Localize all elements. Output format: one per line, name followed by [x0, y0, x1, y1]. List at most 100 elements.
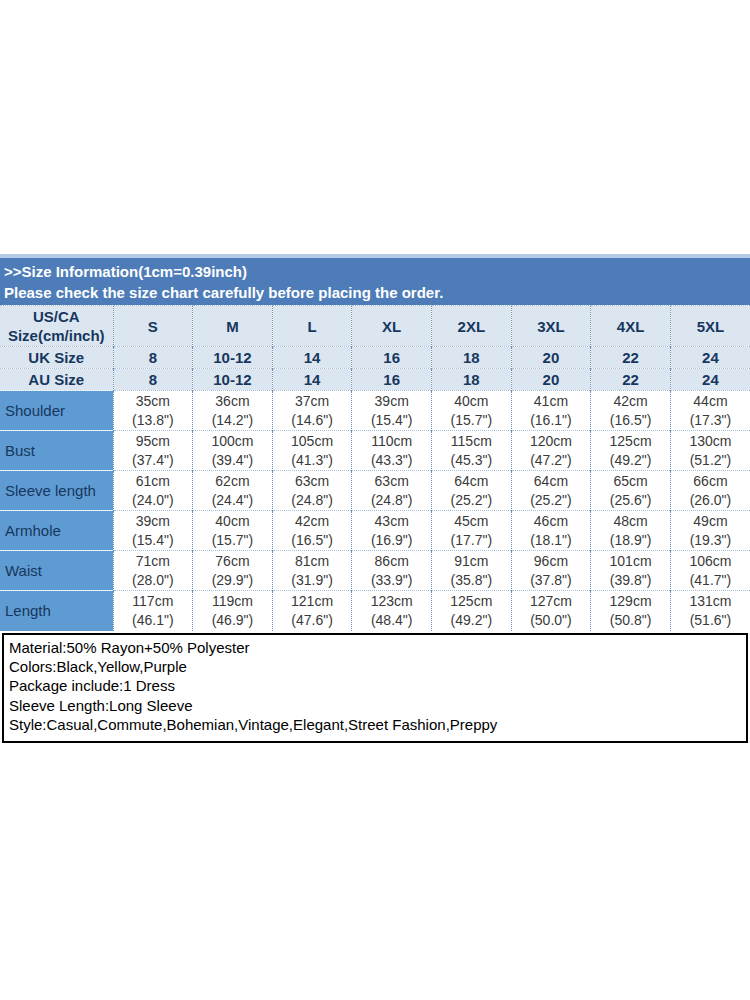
size-header-cell: XL: [352, 306, 432, 347]
measurement-cell: 121cm (47.6"): [272, 591, 352, 631]
size-header-cell: 3XL: [511, 306, 591, 347]
measurement-cell: 106cm (41.7"): [670, 551, 750, 591]
au-size-value: 20: [511, 369, 591, 391]
measurement-row-waist: Waist 71cm (28.0") 76cm (29.9") 81cm (31…: [0, 551, 750, 591]
measurement-cell: 48cm (18.9"): [591, 511, 671, 551]
measurement-row-shoulder: Shoulder 35cm (13.8") 36cm (14.2") 37cm …: [0, 391, 750, 431]
uk-size-row: UK Size 8 10-12 14 16 18 20 22 24: [0, 347, 750, 369]
measurement-cell: 64cm (25.2"): [511, 471, 591, 511]
size-header-row: US/CA Size(cm/inch) S M L XL 2XL 3XL 4XL…: [0, 306, 750, 347]
measurement-cell: 131cm (51.6"): [670, 591, 750, 631]
au-size-value: 16: [352, 369, 432, 391]
measurement-cell: 63cm (24.8"): [352, 471, 432, 511]
measurement-cell: 129cm (50.8"): [591, 591, 671, 631]
measurement-cell: 46cm (18.1"): [511, 511, 591, 551]
au-size-value: 10-12: [193, 369, 273, 391]
measurement-cell: 40cm (15.7"): [432, 391, 512, 431]
measurement-cell: 127cm (50.0"): [511, 591, 591, 631]
measurement-cell: 49cm (19.3"): [670, 511, 750, 551]
measurement-cell: 86cm (33.9"): [352, 551, 432, 591]
measurement-cell: 44cm (17.3"): [670, 391, 750, 431]
measurement-row-bust: Bust 95cm (37.4") 100cm (39.4") 105cm (4…: [0, 431, 750, 471]
size-chart-table: US/CA Size(cm/inch) S M L XL 2XL 3XL 4XL…: [0, 305, 750, 631]
uk-size-value: 16: [352, 347, 432, 369]
measurement-cell: 119cm (46.9"): [193, 591, 273, 631]
measurement-cell: 39cm (15.4"): [113, 511, 193, 551]
product-info-colors: Colors:Black,Yellow,Purple: [9, 657, 741, 676]
measurement-cell: 130cm (51.2"): [670, 431, 750, 471]
au-size-row: AU Size 8 10-12 14 16 18 20 22 24: [0, 369, 750, 391]
uk-size-value: 20: [511, 347, 591, 369]
measurement-cell: 61cm (24.0"): [113, 471, 193, 511]
uk-size-value: 8: [113, 347, 193, 369]
au-size-value: 22: [591, 369, 671, 391]
measurement-cell: 71cm (28.0"): [113, 551, 193, 591]
product-info-box: Material:50% Rayon+50% Polyester Colors:…: [2, 633, 748, 743]
measurement-cell: 36cm (14.2"): [193, 391, 273, 431]
measurement-cell: 35cm (13.8"): [113, 391, 193, 431]
size-info-page: >>Size Information(1cm=0.39inch) Please …: [0, 0, 750, 1000]
uk-size-value: 22: [591, 347, 671, 369]
measurement-cell: 45cm (17.7"): [432, 511, 512, 551]
measurement-label: Bust: [0, 431, 113, 471]
measurement-label: Armhole: [0, 511, 113, 551]
measurement-cell: 96cm (37.8"): [511, 551, 591, 591]
measurement-cell: 120cm (47.2"): [511, 431, 591, 471]
measurement-cell: 65cm (25.6"): [591, 471, 671, 511]
size-header-cell: M: [193, 306, 273, 347]
measurement-cell: 62cm (24.4"): [193, 471, 273, 511]
measurement-cell: 63cm (24.8"): [272, 471, 352, 511]
product-info-sleeve-length: Sleeve Length:Long Sleeve: [9, 696, 741, 715]
au-size-value: 14: [272, 369, 352, 391]
measurement-label: Waist: [0, 551, 113, 591]
product-info-material: Material:50% Rayon+50% Polyester: [9, 638, 741, 657]
measurement-cell: 66cm (26.0"): [670, 471, 750, 511]
size-info-header: >>Size Information(1cm=0.39inch) Please …: [0, 258, 750, 305]
corner-header-cell: US/CA Size(cm/inch): [0, 306, 113, 347]
uk-size-value: 24: [670, 347, 750, 369]
measurement-cell: 41cm (16.1"): [511, 391, 591, 431]
measurement-cell: 91cm (35.8"): [432, 551, 512, 591]
product-info-package: Package include:1 Dress: [9, 676, 741, 695]
measurement-cell: 105cm (41.3"): [272, 431, 352, 471]
size-header-cell: S: [113, 306, 193, 347]
measurement-row-armhole: Armhole 39cm (15.4") 40cm (15.7") 42cm (…: [0, 511, 750, 551]
size-info-subtitle: Please check the size chart carefully be…: [4, 282, 750, 303]
top-whitespace: [0, 0, 750, 254]
size-header-cell: L: [272, 306, 352, 347]
measurement-row-length: Length 117cm (46.1") 119cm (46.9") 121cm…: [0, 591, 750, 631]
measurement-cell: 101cm (39.8"): [591, 551, 671, 591]
measurement-cell: 81cm (31.9"): [272, 551, 352, 591]
size-header-cell: 4XL: [591, 306, 671, 347]
uk-size-value: 18: [432, 347, 512, 369]
uk-size-value: 10-12: [193, 347, 273, 369]
measurement-cell: 43cm (16.9"): [352, 511, 432, 551]
product-info-style: Style:Casual,Commute,Bohemian,Vintage,El…: [9, 715, 741, 734]
size-header-cell: 2XL: [432, 306, 512, 347]
au-size-label: AU Size: [0, 369, 113, 391]
measurement-cell: 110cm (43.3"): [352, 431, 432, 471]
measurement-cell: 37cm (14.6"): [272, 391, 352, 431]
measurement-cell: 76cm (29.9"): [193, 551, 273, 591]
measurement-cell: 123cm (48.4"): [352, 591, 432, 631]
measurement-label: Sleeve length: [0, 471, 113, 511]
measurement-label: Length: [0, 591, 113, 631]
au-size-value: 8: [113, 369, 193, 391]
measurement-cell: 40cm (15.7"): [193, 511, 273, 551]
uk-size-label: UK Size: [0, 347, 113, 369]
measurement-row-sleeve-length: Sleeve length 61cm (24.0") 62cm (24.4") …: [0, 471, 750, 511]
measurement-cell: 42cm (16.5"): [591, 391, 671, 431]
measurement-cell: 115cm (45.3"): [432, 431, 512, 471]
au-size-value: 24: [670, 369, 750, 391]
size-header-cell: 5XL: [670, 306, 750, 347]
measurement-cell: 125cm (49.2"): [432, 591, 512, 631]
measurement-label: Shoulder: [0, 391, 113, 431]
measurement-cell: 95cm (37.4"): [113, 431, 193, 471]
au-size-value: 18: [432, 369, 512, 391]
measurement-cell: 100cm (39.4"): [193, 431, 273, 471]
measurement-cell: 64cm (25.2"): [432, 471, 512, 511]
measurement-cell: 42cm (16.5"): [272, 511, 352, 551]
uk-size-value: 14: [272, 347, 352, 369]
measurement-cell: 39cm (15.4"): [352, 391, 432, 431]
measurement-cell: 117cm (46.1"): [113, 591, 193, 631]
